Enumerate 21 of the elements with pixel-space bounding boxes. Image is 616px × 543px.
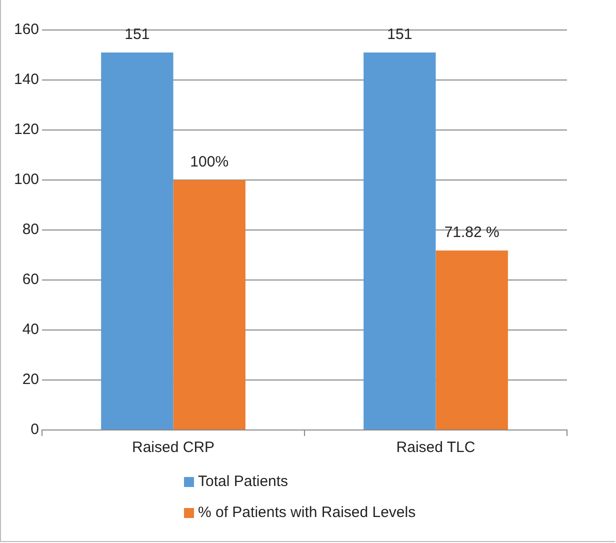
bar [173, 180, 246, 430]
bar [364, 52, 436, 430]
y-tick-label: 40 [22, 321, 40, 338]
legend-label: % of Patients with Raised Levels [198, 504, 416, 521]
x-tick-label: Raised CRP [132, 439, 215, 456]
bar [101, 52, 174, 430]
y-tick-label: 160 [14, 21, 40, 38]
data-label: 151 [124, 26, 150, 44]
data-label: 100% [190, 154, 229, 171]
y-tick-label: 100 [14, 171, 40, 188]
y-tick-label: 140 [14, 71, 40, 88]
data-label: 151 [387, 26, 412, 44]
x-tick-label: Raised TLC [396, 439, 476, 456]
y-tick-label: 80 [22, 221, 40, 238]
legend-label: Total Patients [198, 473, 288, 490]
data-label: 71.82 % [444, 224, 500, 242]
y-tick-label: 60 [22, 271, 40, 288]
y-tick-label: 20 [22, 371, 40, 388]
y-tick-label: 0 [30, 421, 40, 438]
y-tick-label: 120 [14, 121, 40, 138]
bar [436, 250, 508, 430]
